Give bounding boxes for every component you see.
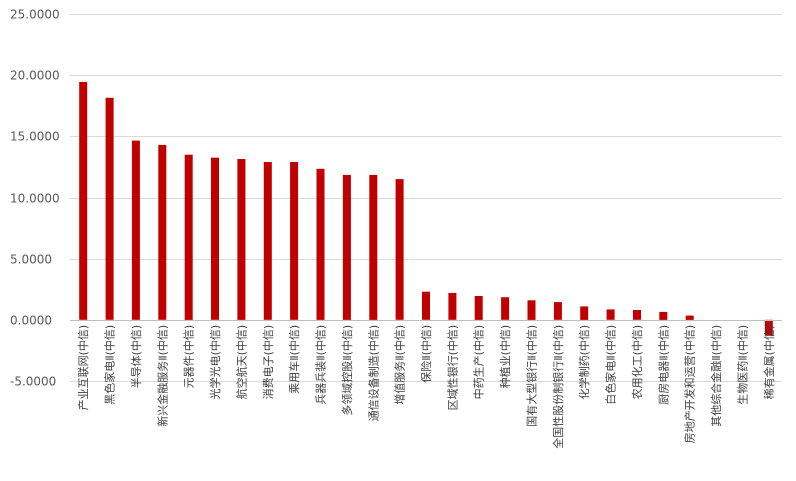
y-tick-label: 10.0000 [10,192,60,206]
x-category-label: 化学制药(中信) [577,325,591,400]
bar [342,174,351,320]
bar [290,162,299,320]
bar [184,154,193,320]
x-category-label: 多领域控股Ⅱ(中信) [340,325,354,416]
bar [395,179,404,320]
x-category-label: 白色家电Ⅱ(中信) [604,325,618,405]
x-category-label: 元器件(中信) [183,325,196,389]
bar [448,292,457,320]
bar [553,302,562,320]
x-category-label: 国有大型银行Ⅱ(中信) [525,325,539,427]
bar [606,309,615,320]
x-category-label: 区域性银行(中信) [445,325,459,411]
x-category-label: 乘用车Ⅱ(中信) [287,325,301,394]
y-tick-label: 20.0000 [10,69,60,83]
x-category-label: 生物医药Ⅱ(中信) [735,325,749,405]
bar [369,174,378,320]
x-category-label: 厨房电器Ⅱ(中信) [657,325,670,405]
x-category-label: 产业互联网(中信) [76,325,90,411]
bar [158,144,167,320]
x-category-label: 新兴金融服务Ⅱ(中信) [155,325,169,427]
y-tick-label: 0.0000 [10,314,52,328]
bar [685,315,694,320]
y-tick-label: 25.0000 [10,8,60,22]
x-category-label: 黑色家电Ⅱ(中信) [103,325,117,405]
bar [764,319,773,336]
bar [474,296,483,320]
bar [501,297,510,320]
x-category-label: 房地产开发和运营(中信) [683,325,697,444]
y-tick-label: -5.0000 [10,375,56,389]
y-tick-label: 5.0000 [10,253,52,267]
bar [211,157,219,320]
x-category-label: 半导体(中信) [129,325,143,389]
y-tick-label: 15.0000 [10,130,60,144]
x-category-label: 稀有金属(中信) [762,325,776,400]
bar [580,306,589,320]
x-category-label: 通信设备制造(中信) [366,325,380,422]
x-category-label: 增值服务Ⅱ(中信) [393,325,407,405]
bar [105,97,114,320]
bar [237,159,246,320]
x-category-label: 中药生产(中信) [472,325,486,400]
bar [422,291,430,320]
x-category-label: 全国性股份制银行Ⅱ(中信) [551,325,565,449]
x-category-label: 保险Ⅱ(中信) [419,325,433,383]
bars [79,81,773,336]
bar [527,300,536,320]
bar [316,168,325,320]
x-category-label: 消费电子(中信) [261,325,275,400]
y-axis-tick-labels: 25.0000 20.0000 15.0000 10.0000 5.0000 0.0000… [10,8,60,389]
x-category-label: 兵器兵装Ⅱ(中信) [315,325,328,405]
bar [633,310,641,320]
x-category-label: 光学光电(中信) [208,325,222,400]
bar [131,140,140,320]
x-category-label: 航空航天(中信) [234,325,248,400]
bar [263,162,272,320]
x-category-label: 其他综合金融Ⅱ(中信) [709,325,723,427]
bar [659,311,668,320]
x-axis-category-labels: 产业互联网(中信) 黑色家电Ⅱ(中信) 半导体(中信) 新兴金融服务Ⅱ(中信) 元器件(… [76,325,776,449]
bar [79,81,88,320]
x-category-label: 种植业(中信) [498,325,512,389]
x-category-label: 农用化工(中信) [630,325,644,400]
